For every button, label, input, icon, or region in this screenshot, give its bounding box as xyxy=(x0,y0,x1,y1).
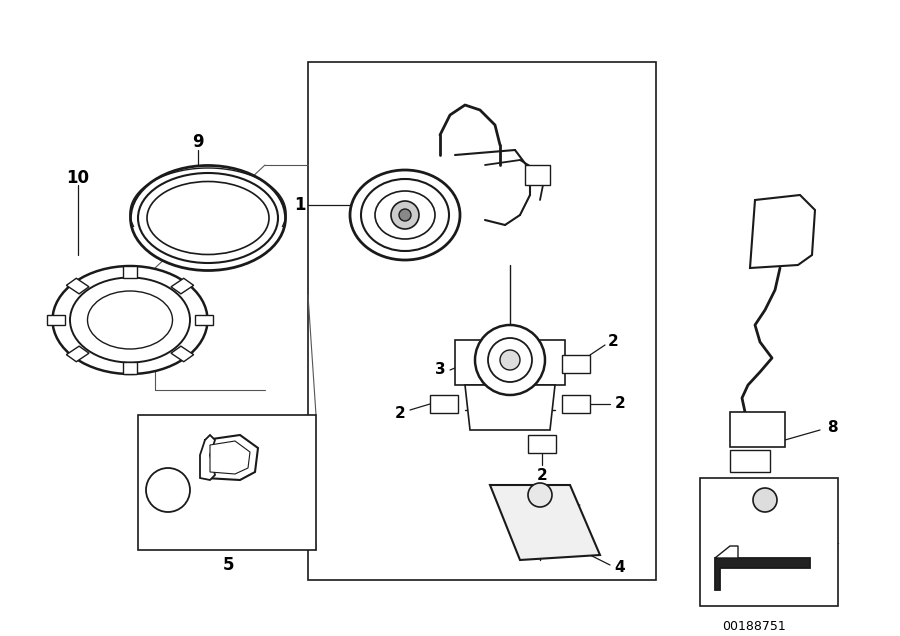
Circle shape xyxy=(528,483,552,507)
Text: 1: 1 xyxy=(294,196,306,214)
Polygon shape xyxy=(715,546,738,558)
Polygon shape xyxy=(123,266,137,278)
Bar xyxy=(730,450,770,472)
Polygon shape xyxy=(715,558,810,590)
Text: 6: 6 xyxy=(265,445,275,459)
Text: 10: 10 xyxy=(67,169,89,187)
Ellipse shape xyxy=(375,191,435,239)
Polygon shape xyxy=(490,485,600,560)
Text: 00188751: 00188751 xyxy=(722,621,786,633)
Circle shape xyxy=(475,325,545,395)
Text: 3: 3 xyxy=(435,363,446,378)
Bar xyxy=(562,355,590,373)
Text: 7: 7 xyxy=(163,483,173,497)
Ellipse shape xyxy=(350,170,460,260)
Polygon shape xyxy=(67,279,89,294)
Bar xyxy=(562,395,590,413)
Text: 2: 2 xyxy=(394,406,405,420)
Ellipse shape xyxy=(361,179,449,251)
Bar xyxy=(430,395,458,413)
Circle shape xyxy=(146,468,190,512)
Circle shape xyxy=(391,201,419,229)
Polygon shape xyxy=(200,435,215,480)
Polygon shape xyxy=(455,340,565,385)
Bar xyxy=(700,478,838,606)
Polygon shape xyxy=(465,385,555,430)
Polygon shape xyxy=(47,315,65,325)
Text: 2: 2 xyxy=(608,335,618,350)
Ellipse shape xyxy=(138,173,278,263)
Text: 2: 2 xyxy=(615,396,626,411)
Bar xyxy=(138,415,316,550)
Text: 9: 9 xyxy=(193,133,203,151)
Ellipse shape xyxy=(130,165,285,270)
Bar xyxy=(308,62,656,580)
Polygon shape xyxy=(171,346,194,362)
Text: 7: 7 xyxy=(707,489,716,503)
Circle shape xyxy=(500,350,520,370)
Ellipse shape xyxy=(147,181,269,254)
Text: 4: 4 xyxy=(615,560,626,576)
Polygon shape xyxy=(67,346,89,362)
Circle shape xyxy=(488,338,532,382)
Bar xyxy=(528,435,556,453)
Text: 8: 8 xyxy=(827,420,837,436)
Polygon shape xyxy=(171,279,194,294)
Polygon shape xyxy=(525,165,550,185)
Ellipse shape xyxy=(87,291,173,349)
Text: 5: 5 xyxy=(222,556,234,574)
Circle shape xyxy=(753,488,777,512)
Bar xyxy=(730,412,785,447)
Text: 2: 2 xyxy=(536,467,547,483)
Polygon shape xyxy=(210,441,250,474)
Polygon shape xyxy=(123,362,137,374)
Circle shape xyxy=(399,209,411,221)
Polygon shape xyxy=(195,315,213,325)
Ellipse shape xyxy=(52,266,208,374)
Polygon shape xyxy=(205,435,258,480)
Polygon shape xyxy=(750,195,815,268)
Ellipse shape xyxy=(70,277,190,363)
